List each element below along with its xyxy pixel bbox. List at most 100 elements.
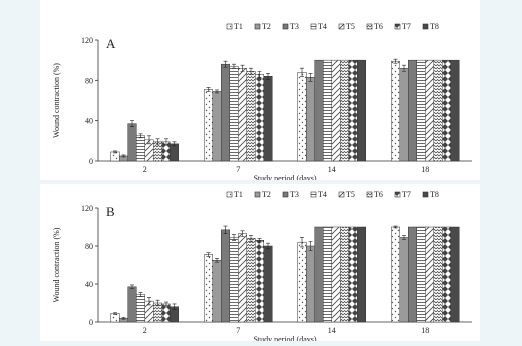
error-bar — [249, 235, 253, 242]
bar-t5-day-14 — [331, 59, 341, 162]
bar-t6-day-14 — [340, 226, 349, 323]
bar-t5-day-14 — [331, 226, 341, 323]
error-bar — [257, 238, 262, 243]
bar-chart-a: A T1 T2 T3 T4 T5 T6 T7 T8 0 40 80 120 Wound contracti… — [52, 22, 472, 183]
chart-panel-a: A T1 T2 T3 T4 T5 T6 T7 T8 0 40 80 120 Wound contracti… — [40, 16, 480, 183]
legend-label: T3 — [290, 22, 299, 31]
bar-t4-day-7 — [229, 65, 239, 162]
legend-swatch — [422, 191, 429, 198]
bar-t1-day-14 — [297, 241, 307, 323]
bar-t8-day-7 — [263, 76, 273, 162]
error-bar — [147, 135, 151, 145]
panel-label: A — [106, 36, 116, 51]
error-bar — [121, 316, 126, 320]
y-axis-label: Wound contraction (%) — [52, 63, 61, 138]
bar-t1-day-2 — [110, 313, 120, 323]
error-bar — [147, 297, 151, 306]
error-bar — [223, 60, 228, 68]
figure: A T1 T2 T3 T4 T5 T6 T7 T8 0 40 80 120 Wound contracti… — [40, 0, 480, 344]
bar-t4-day-14 — [323, 59, 332, 162]
bar-t4-day-2 — [136, 135, 145, 162]
bar-t8-day-18 — [450, 226, 460, 323]
legend-label: T6 — [374, 22, 383, 31]
error-bar — [155, 299, 160, 307]
y-tick-label: 40 — [85, 117, 93, 126]
bar-t6-day-7 — [246, 71, 256, 162]
error-bar — [130, 284, 134, 290]
bar-t1-day-18 — [391, 60, 400, 162]
error-bar — [232, 234, 236, 241]
error-bar — [402, 64, 406, 72]
bar-t4-day-14 — [323, 226, 332, 323]
error-bar — [164, 138, 168, 146]
error-bar — [155, 138, 160, 146]
bar-t8-day-14 — [357, 226, 366, 323]
bar-t3-day-7 — [221, 229, 230, 323]
error-bar — [249, 67, 253, 75]
error-bar — [164, 301, 168, 307]
error-bar — [393, 58, 398, 64]
bar-t6-day-7 — [246, 238, 256, 323]
error-bar — [402, 235, 406, 240]
error-bar — [121, 154, 126, 158]
x-tick-label: 18 — [421, 326, 429, 335]
legend: T1 T2 T3 T4 T5 T6 T7 T8 — [226, 190, 439, 199]
bar-t4-day-18 — [416, 226, 426, 323]
bar-t7-day-18 — [442, 59, 451, 162]
legend-label: T1 — [234, 22, 243, 31]
legend-swatch — [366, 23, 373, 30]
panel-divider — [40, 180, 480, 184]
bar-t8-day-2 — [170, 143, 179, 162]
bar-t1-day-2 — [110, 151, 120, 162]
legend-label: T7 — [402, 22, 411, 31]
bar-t2-day-7 — [212, 260, 222, 323]
bar-t4-day-18 — [416, 59, 426, 162]
error-bar — [215, 89, 219, 94]
legend-swatch — [254, 191, 261, 198]
legend-label: T2 — [262, 190, 271, 199]
bar-t3-day-18 — [408, 59, 417, 162]
bar-t2-day-18 — [399, 67, 409, 162]
bar-t1-day-14 — [297, 72, 307, 162]
error-bar — [257, 70, 262, 78]
x-tick-label: 7 — [236, 165, 240, 174]
bar-t6-day-14 — [340, 59, 349, 162]
legend-swatch — [394, 23, 401, 30]
y-tick-label: 40 — [85, 280, 93, 289]
chart-panel-b: B T1 T2 T3 T4 T5 T6 T7 T8 0 40 80 120 Wound contracti… — [40, 184, 480, 344]
legend-label: T4 — [318, 22, 327, 31]
bar-t2-day-7 — [212, 91, 222, 162]
legend-label: T6 — [374, 190, 383, 199]
x-tick-label: 2 — [143, 326, 147, 335]
bar-t2-day-14 — [306, 245, 315, 323]
y-axis-label: Wound contraction (%) — [52, 227, 61, 302]
bar-t5-day-18 — [425, 59, 434, 162]
error-bar — [138, 292, 143, 297]
error-bar — [130, 120, 134, 128]
bar-t7-day-2 — [161, 303, 171, 323]
legend-swatch — [254, 23, 261, 30]
y-tick-label: 0 — [89, 157, 93, 166]
error-bar — [300, 67, 304, 77]
legend-label: T3 — [290, 190, 299, 199]
error-bar — [266, 242, 270, 250]
legend-label: T4 — [318, 190, 327, 199]
legend-label: T8 — [430, 190, 439, 199]
bar-t8-day-18 — [450, 59, 460, 162]
bar-t1-day-18 — [391, 226, 400, 323]
legend-swatch — [394, 191, 401, 198]
error-bar — [206, 252, 211, 257]
legend-swatch — [226, 23, 233, 30]
error-bar — [215, 258, 219, 263]
bar-t3-day-2 — [127, 286, 137, 323]
error-bar — [113, 312, 117, 315]
bar-t1-day-7 — [204, 89, 213, 162]
legend-label: T1 — [234, 190, 243, 199]
legend-swatch — [310, 23, 317, 30]
error-bar — [206, 87, 211, 92]
bar-t7-day-7 — [255, 240, 264, 323]
bar-t3-day-14 — [314, 226, 324, 323]
bar-t2-day-18 — [399, 237, 409, 323]
bar-t5-day-7 — [238, 67, 247, 162]
error-bar — [172, 141, 177, 147]
